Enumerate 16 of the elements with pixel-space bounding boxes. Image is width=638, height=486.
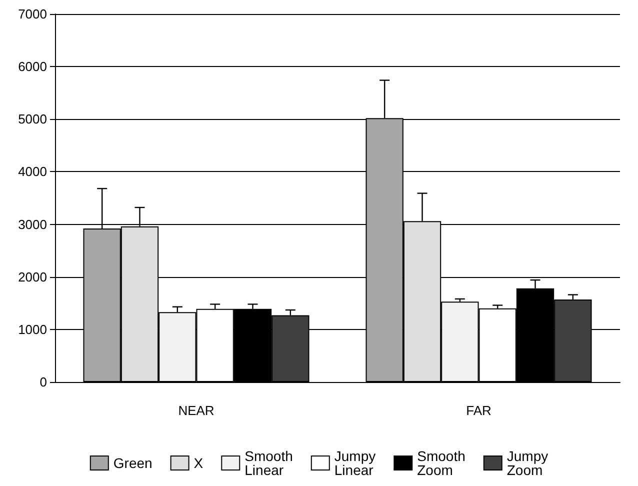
x-tick-label: NEAR [178, 403, 214, 418]
legend-label: Green [113, 455, 152, 471]
legend-label: X [194, 455, 204, 471]
x-tick-label: FAR [466, 403, 492, 418]
y-tick-label: 2000 [18, 269, 47, 284]
y-tick-label: 0 [40, 374, 47, 390]
legend-label: Smooth Zoom [417, 448, 466, 478]
legend-label: Smooth Linear [244, 448, 293, 478]
y-tick-label: 1000 [18, 322, 47, 337]
legend-label: Jumpy Linear [334, 448, 376, 478]
y-tick-label: 7000 [18, 6, 47, 22]
y-tick-label: 6000 [18, 59, 47, 74]
y-tick-label: 4000 [18, 164, 47, 180]
legend-label: Jumpy Zoom [506, 448, 548, 478]
y-tick-label: 5000 [18, 112, 47, 127]
y-tick-label: 3000 [18, 216, 47, 232]
